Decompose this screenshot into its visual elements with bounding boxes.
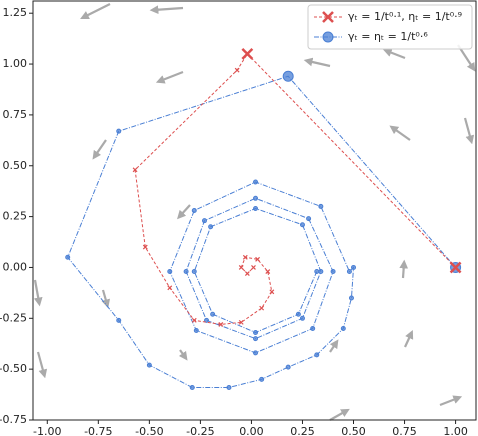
y-tick-label: 0.00: [3, 260, 28, 273]
marker: [318, 269, 324, 275]
marker: [253, 205, 259, 211]
marker: [253, 195, 259, 201]
legend: γₜ = 1/t⁰·¹, ηₜ = 1/t⁰·⁹ γₜ = ηₜ = 1/t⁰·⁶: [307, 4, 473, 50]
marker: [253, 330, 259, 336]
marker: [259, 305, 265, 311]
y-tick-label: -0.50: [0, 362, 27, 375]
x-tick-label: -1.00: [33, 425, 61, 436]
marker: [265, 269, 271, 274]
x-tick-label: 1.00: [443, 425, 468, 436]
marker: [234, 67, 240, 73]
series-line: [67, 75, 456, 388]
y-tick-label: -0.75: [0, 413, 27, 426]
marker: [116, 128, 122, 134]
marker: [282, 70, 294, 82]
x-tick-label: 0.25: [290, 425, 315, 436]
marker: [322, 31, 334, 43]
x-tick-label: 0.75: [392, 425, 417, 436]
legend-label: γₜ = 1/t⁰·¹, ηₜ = 1/t⁰·⁹: [348, 10, 462, 23]
marker: [146, 362, 152, 368]
marker: [167, 285, 173, 291]
y-tick-label: -0.25: [0, 311, 27, 324]
marker: [204, 317, 210, 323]
marker: [348, 295, 354, 301]
plot-frame: [32, 0, 477, 421]
marker: [318, 203, 324, 209]
marker: [142, 244, 148, 250]
marker: [251, 265, 256, 270]
marker: [351, 264, 357, 270]
marker: [241, 47, 254, 60]
legend-label: γₜ = ηₜ = 1/t⁰·⁶: [348, 30, 428, 43]
marker: [299, 222, 305, 228]
marker: [314, 352, 320, 358]
marker: [208, 224, 214, 230]
marker: [310, 325, 316, 331]
marker: [116, 317, 122, 323]
y-tick-label: 0.25: [3, 210, 28, 223]
marker: [210, 311, 216, 317]
marker: [191, 208, 197, 213]
marker: [285, 364, 291, 370]
x-tick-label: -0.25: [186, 425, 214, 436]
marker: [306, 216, 312, 222]
marker: [330, 269, 336, 275]
marker: [253, 336, 259, 342]
marker: [238, 319, 244, 325]
marker: [65, 254, 71, 260]
marker: [340, 325, 346, 331]
marker: [183, 269, 189, 275]
marker: [322, 11, 334, 23]
marker: [269, 289, 275, 295]
marker: [259, 376, 265, 382]
marker: [253, 179, 259, 185]
x-tick-label: 0.50: [341, 425, 366, 436]
marker: [218, 321, 224, 327]
marker: [244, 271, 250, 276]
marker: [201, 218, 207, 224]
x-tick-label: -0.50: [135, 425, 163, 436]
y-tick-label: 1.00: [3, 57, 28, 70]
x-tick-label: 0.00: [239, 425, 264, 436]
marker: [191, 269, 197, 275]
marker: [255, 256, 260, 262]
marker: [346, 269, 352, 275]
y-tick-label: 1.25: [3, 6, 28, 19]
marker: [238, 265, 244, 270]
marker: [189, 384, 195, 390]
marker: [191, 317, 197, 323]
marker: [226, 384, 232, 390]
y-tick-label: 0.75: [3, 108, 28, 121]
marker: [295, 311, 301, 317]
y-tick-label: 0.50: [3, 159, 28, 172]
marker: [314, 269, 320, 275]
series-line: [134, 53, 456, 325]
marker: [299, 315, 305, 321]
x-tick-label: -0.75: [84, 425, 112, 436]
marker: [132, 167, 138, 173]
marker: [193, 328, 199, 334]
marker: [242, 254, 248, 260]
marker: [167, 269, 173, 275]
marker: [253, 350, 259, 356]
marker: [449, 261, 462, 274]
